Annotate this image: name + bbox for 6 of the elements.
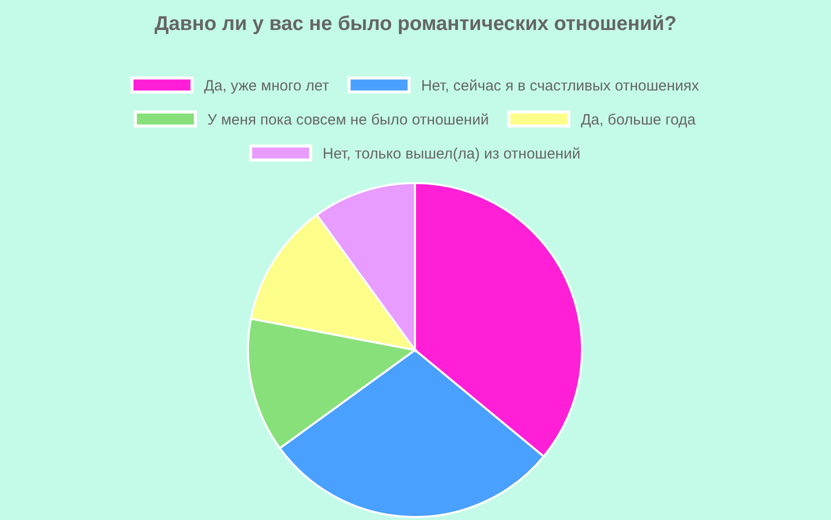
legend-label: Нет, только вышел(ла) из отношений: [322, 145, 580, 162]
legend-label: Нет, сейчас я в счастливых отношениях: [421, 77, 700, 94]
legend-label: Да, больше года: [580, 111, 696, 128]
legend-label: У меня пока совсем не было отношений: [207, 111, 489, 128]
legend-label: Да, уже много лет: [204, 77, 330, 94]
chart-title: Давно ли у вас не было романтических отношений?: [154, 13, 677, 35]
